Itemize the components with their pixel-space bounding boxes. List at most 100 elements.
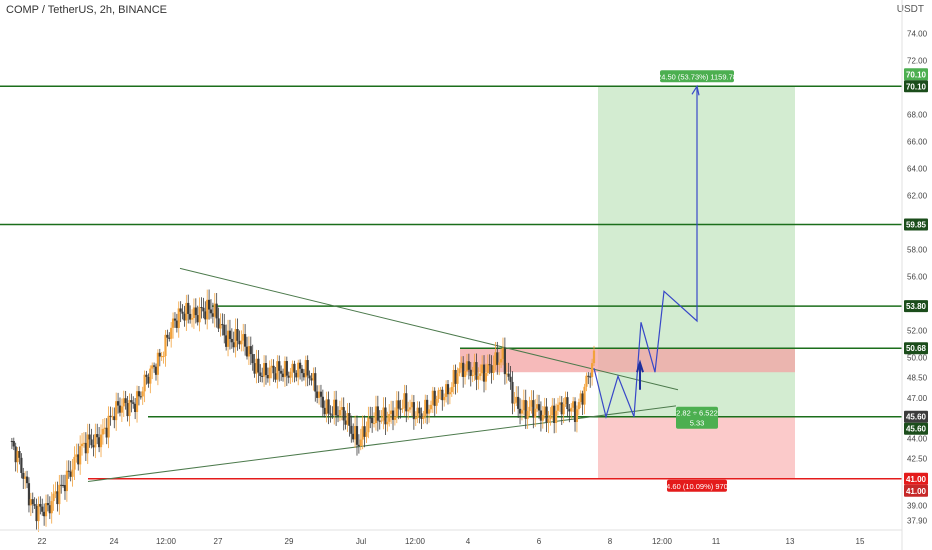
y-tick-label: 68.00 (907, 111, 928, 120)
candle-body (348, 413, 351, 426)
candle-body (312, 373, 315, 381)
candle-body (331, 414, 334, 416)
candle-body (536, 404, 539, 409)
candle-body (357, 444, 360, 447)
candle-body (509, 376, 512, 382)
candle-body (192, 307, 196, 319)
candle-body (225, 335, 228, 347)
y-tick-label: 66.00 (907, 138, 928, 147)
ratio-label-1: 2.82 ÷ 6.522 (676, 409, 718, 418)
price-tag-label: 45.60 (906, 425, 927, 434)
candle-body (194, 307, 197, 316)
candle-body (479, 373, 482, 377)
candle-body (226, 330, 230, 347)
candle-body (518, 408, 522, 414)
candle-body (202, 307, 205, 312)
candle-body (79, 446, 82, 465)
candle-body (562, 404, 565, 415)
candle-body (338, 409, 342, 416)
candle-body (416, 407, 419, 418)
ratio-label-2: 5.33 (690, 419, 705, 428)
candle-body (359, 439, 362, 447)
candle-body (27, 483, 31, 506)
candle-body (443, 396, 446, 401)
x-tick-label: 12:00 (156, 537, 177, 546)
y-tick-label: 64.00 (907, 165, 928, 174)
candle-body (236, 329, 239, 341)
candle-body (575, 409, 579, 422)
candle-body (568, 409, 571, 412)
x-tick-label: 6 (537, 537, 542, 546)
candle-body (92, 445, 95, 448)
candle-body (426, 399, 429, 414)
candle-body (390, 410, 393, 414)
candle-body (583, 386, 586, 405)
y-tick-label: 56.00 (907, 272, 928, 281)
candle-body (48, 505, 51, 514)
candle-body (281, 373, 285, 378)
candle-body (31, 499, 34, 505)
candle-body (219, 324, 222, 329)
candle-body (405, 393, 408, 412)
candle-body (573, 401, 577, 422)
candle-body (88, 434, 91, 440)
ratio-label-box (676, 406, 718, 429)
candle-body (380, 420, 383, 422)
candle-body (344, 420, 347, 425)
candle-body (526, 411, 529, 419)
x-tick-label: 11 (712, 537, 721, 546)
price-tag-50-68 (904, 342, 928, 355)
candle-body (299, 362, 302, 369)
candle-body (353, 426, 357, 440)
y-tick-label: 62.00 (907, 192, 928, 201)
candle-body (556, 404, 560, 411)
price-tag-59-85 (904, 218, 928, 231)
candle-body (130, 400, 133, 403)
candle-body (437, 390, 440, 399)
candle-body (29, 499, 32, 506)
price-tag-70-10 (904, 80, 928, 93)
candle-body (564, 397, 567, 405)
candle-body (158, 352, 161, 357)
price-tag-label: 59.85 (906, 221, 927, 230)
x-tick-label: Jul (356, 537, 366, 546)
candle-body (69, 471, 72, 477)
candle-body (25, 476, 29, 484)
candle-body (308, 375, 311, 379)
candle-body (477, 376, 480, 380)
candle-body (209, 309, 213, 314)
candle-body (170, 327, 173, 339)
candle-body (61, 484, 65, 486)
candle-body (367, 417, 370, 433)
price-tag-45-60 (904, 410, 928, 423)
candle-body (433, 390, 436, 406)
candle-body (403, 393, 406, 409)
candle-body (513, 402, 516, 404)
candle-body (141, 391, 144, 397)
candle-body (160, 356, 163, 358)
candle-body (75, 454, 78, 457)
candle-body (240, 340, 243, 345)
candle-body (391, 410, 395, 420)
candle-body (541, 414, 544, 421)
candle-body (80, 443, 84, 447)
candle-body (494, 352, 497, 366)
candle-body (181, 311, 184, 314)
candle-body (96, 434, 99, 438)
candle-body (532, 400, 535, 418)
candle-body (90, 439, 93, 446)
candle-body (549, 415, 552, 420)
candle-body (539, 410, 543, 421)
price-tag-41-00 (904, 472, 928, 485)
candle-body (450, 386, 453, 393)
candle-body (418, 407, 421, 414)
candle-body (107, 415, 110, 438)
candle-body (393, 416, 397, 420)
candle-body (352, 433, 355, 440)
candle-body (257, 358, 260, 373)
candle-body (537, 404, 541, 411)
candle-body (198, 307, 201, 323)
triangle-upper-trendline[interactable] (179, 267, 679, 391)
candle-body (217, 318, 220, 329)
